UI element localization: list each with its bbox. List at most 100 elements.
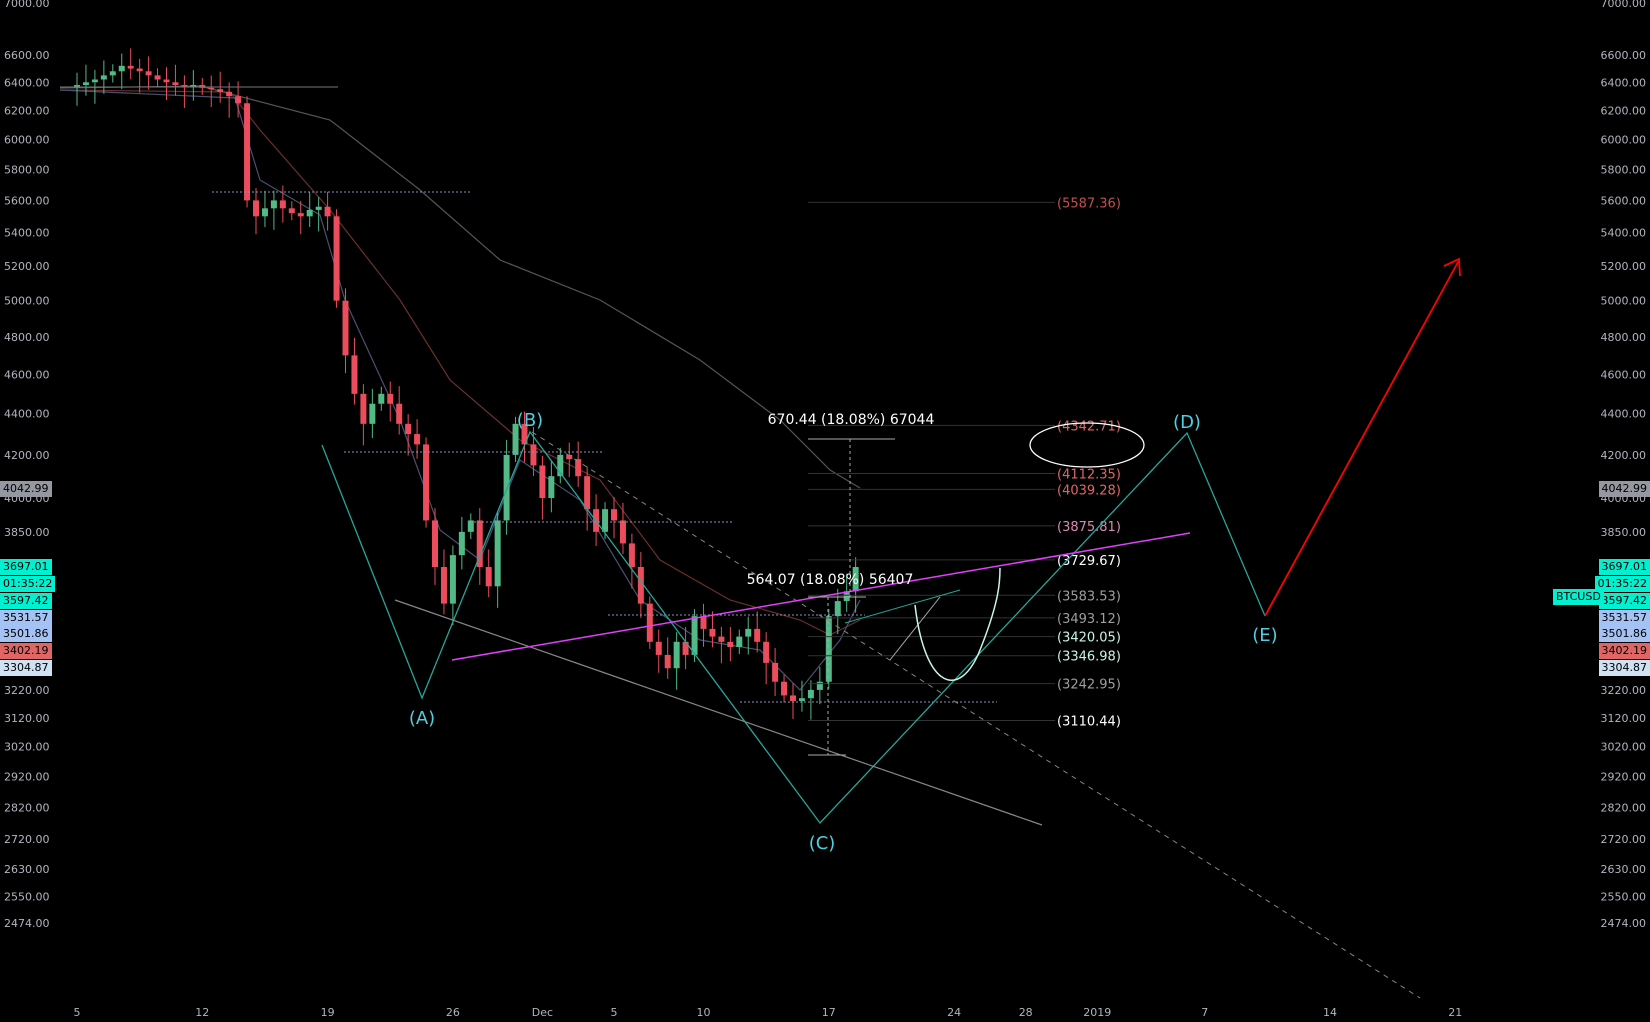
left-axis-tick: 5800.00 xyxy=(4,163,50,176)
wave-pattern-line[interactable] xyxy=(321,430,1266,825)
right-axis-badge: 4042.99 xyxy=(1598,481,1650,497)
price-axes[interactable]: 7000.00 7000.00 6600.00 6600.00 6400.00 6400.… xyxy=(4,0,1646,1019)
left-axis-tick: 6600.00 xyxy=(4,49,50,62)
right-axis-badge: 3531.57 xyxy=(1598,610,1650,626)
left-axis-badge: 4042.99 xyxy=(0,481,52,497)
left-axis-tick: 4600.00 xyxy=(4,368,50,381)
candle-body xyxy=(387,393,394,404)
right-axis-tick: 7000.00 xyxy=(1601,0,1647,10)
level-label: (3583.53) xyxy=(1057,589,1121,604)
candle-body xyxy=(405,423,412,435)
candle-body xyxy=(691,616,698,655)
candle-body xyxy=(190,85,197,87)
candle-body xyxy=(727,641,734,648)
candle-body xyxy=(512,423,519,455)
candle-body xyxy=(745,628,752,637)
left-axis-tick: 2820.00 xyxy=(4,801,50,814)
left-axis-badge: 3597.42 xyxy=(0,593,52,609)
candle-body xyxy=(145,71,152,76)
candles xyxy=(74,48,859,720)
right-axis-tick: 3850.00 xyxy=(1601,526,1647,539)
candle-body xyxy=(530,444,537,466)
candle-body xyxy=(825,616,832,682)
candle-body xyxy=(378,393,385,404)
left-axis-tick: 4800.00 xyxy=(4,331,50,344)
drawings[interactable] xyxy=(60,86,1461,999)
highlight-ellipse[interactable] xyxy=(1029,422,1145,468)
candle-body xyxy=(342,300,349,356)
time-axis-tick: 10 xyxy=(697,1006,711,1019)
candle-body xyxy=(74,85,80,88)
right-axis-badge: 3304.87 xyxy=(1598,660,1650,676)
candle-body xyxy=(843,591,850,602)
channel-lower-line[interactable] xyxy=(394,599,1043,826)
level-label: (3493.12) xyxy=(1057,612,1121,627)
time-axis-tick: Dec xyxy=(532,1006,553,1019)
candle-body xyxy=(118,65,125,72)
level-label: (3420.05) xyxy=(1057,631,1121,646)
candle-body xyxy=(333,216,340,301)
left-axis-tick: 3120.00 xyxy=(4,712,50,725)
wave-extra-line[interactable] xyxy=(844,589,961,624)
right-axis-badge: 01:35:22 xyxy=(1594,576,1650,592)
gray-trend[interactable] xyxy=(889,596,941,661)
candle-body xyxy=(709,628,716,637)
arrow-line[interactable] xyxy=(1264,261,1459,617)
candle-body xyxy=(440,567,447,604)
candle-body xyxy=(297,213,304,217)
left-axis-tick: 6200.00 xyxy=(4,104,50,117)
candle-body xyxy=(834,601,841,617)
left-axis-tick: 2630.00 xyxy=(4,863,50,876)
symbol-badge: BTCUSD xyxy=(1553,589,1604,605)
candle-body xyxy=(109,71,116,76)
candle-body xyxy=(611,509,617,521)
time-axis-tick: 12 xyxy=(195,1006,209,1019)
channel-upper-dashed[interactable] xyxy=(531,431,1421,999)
candle-body xyxy=(226,91,233,97)
candle-body xyxy=(261,208,268,217)
candle-body xyxy=(816,681,823,690)
candle-body xyxy=(369,403,376,424)
level-label: (4342.71) xyxy=(1057,419,1121,434)
left-axis-tick: 2920.00 xyxy=(4,770,50,783)
left-axis-tick: 5400.00 xyxy=(4,227,50,240)
candle-body xyxy=(548,476,555,499)
candle-body xyxy=(539,465,546,499)
candle-body xyxy=(163,79,170,83)
arrow-head-icon xyxy=(1443,257,1461,277)
left-axis-badge: 3697.01 xyxy=(0,559,52,575)
right-axis-badge: 3697.01 xyxy=(1598,559,1650,575)
left-axis-tick: 7000.00 xyxy=(4,0,50,10)
right-axis-tick: 2474.00 xyxy=(1601,917,1647,930)
candle-body xyxy=(181,85,188,87)
right-axis-tick: 2920.00 xyxy=(1601,770,1647,783)
candle-body xyxy=(253,200,259,217)
candle-body xyxy=(154,75,161,80)
candle-body xyxy=(324,206,331,217)
right-axis-tick: 5200.00 xyxy=(1601,260,1647,273)
right-axis-tick: 4600.00 xyxy=(1601,368,1647,381)
left-axis-tick: 5000.00 xyxy=(4,295,50,308)
candle-body xyxy=(664,654,671,669)
right-axis-tick: 5600.00 xyxy=(1601,194,1647,207)
projection-curve[interactable] xyxy=(914,567,1001,681)
measure-label-1: 670.44 (18.08%) 67044 xyxy=(768,412,935,428)
left-axis-tick: 5200.00 xyxy=(4,260,50,273)
candle-body xyxy=(852,567,859,592)
candle-body xyxy=(306,209,313,217)
left-axis-tick: 2720.00 xyxy=(4,833,50,846)
ma-mid xyxy=(59,89,861,636)
right-axis-tick: 6000.00 xyxy=(1601,133,1647,146)
wave-label-d: (D) xyxy=(1173,412,1201,433)
candle-body xyxy=(244,103,251,201)
candle-body xyxy=(414,434,421,445)
candle-body xyxy=(673,641,680,669)
candle-body xyxy=(217,89,224,92)
left-axis-tick: 6400.00 xyxy=(4,76,50,89)
candle-body xyxy=(682,641,689,655)
right-axis-tick: 2550.00 xyxy=(1601,890,1647,903)
left-axis-badge: 01:35:22 xyxy=(0,576,56,592)
wave-label-b: (B) xyxy=(517,410,543,431)
